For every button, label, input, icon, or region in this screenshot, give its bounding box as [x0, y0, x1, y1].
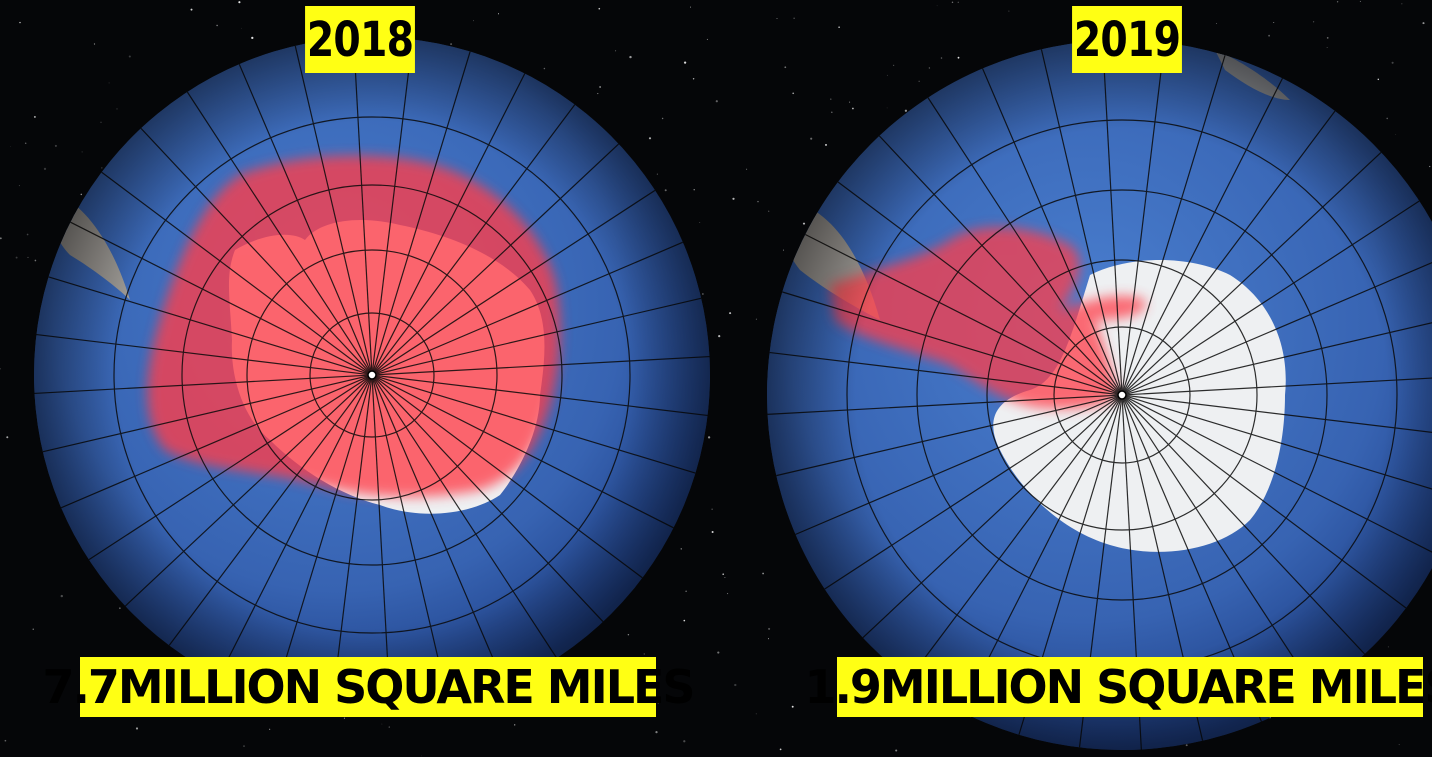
area-label-2019: 1.9MILLION SQUARE MILES — [804, 657, 1432, 717]
globe-2018 — [34, 37, 710, 713]
globe-2019 — [767, 40, 1432, 750]
year-label-2019: 2019 — [1072, 6, 1182, 73]
year-label-2018: 2018 — [305, 6, 415, 73]
area-label-2018: 7.7MILLION SQUARE MILES — [42, 657, 696, 717]
